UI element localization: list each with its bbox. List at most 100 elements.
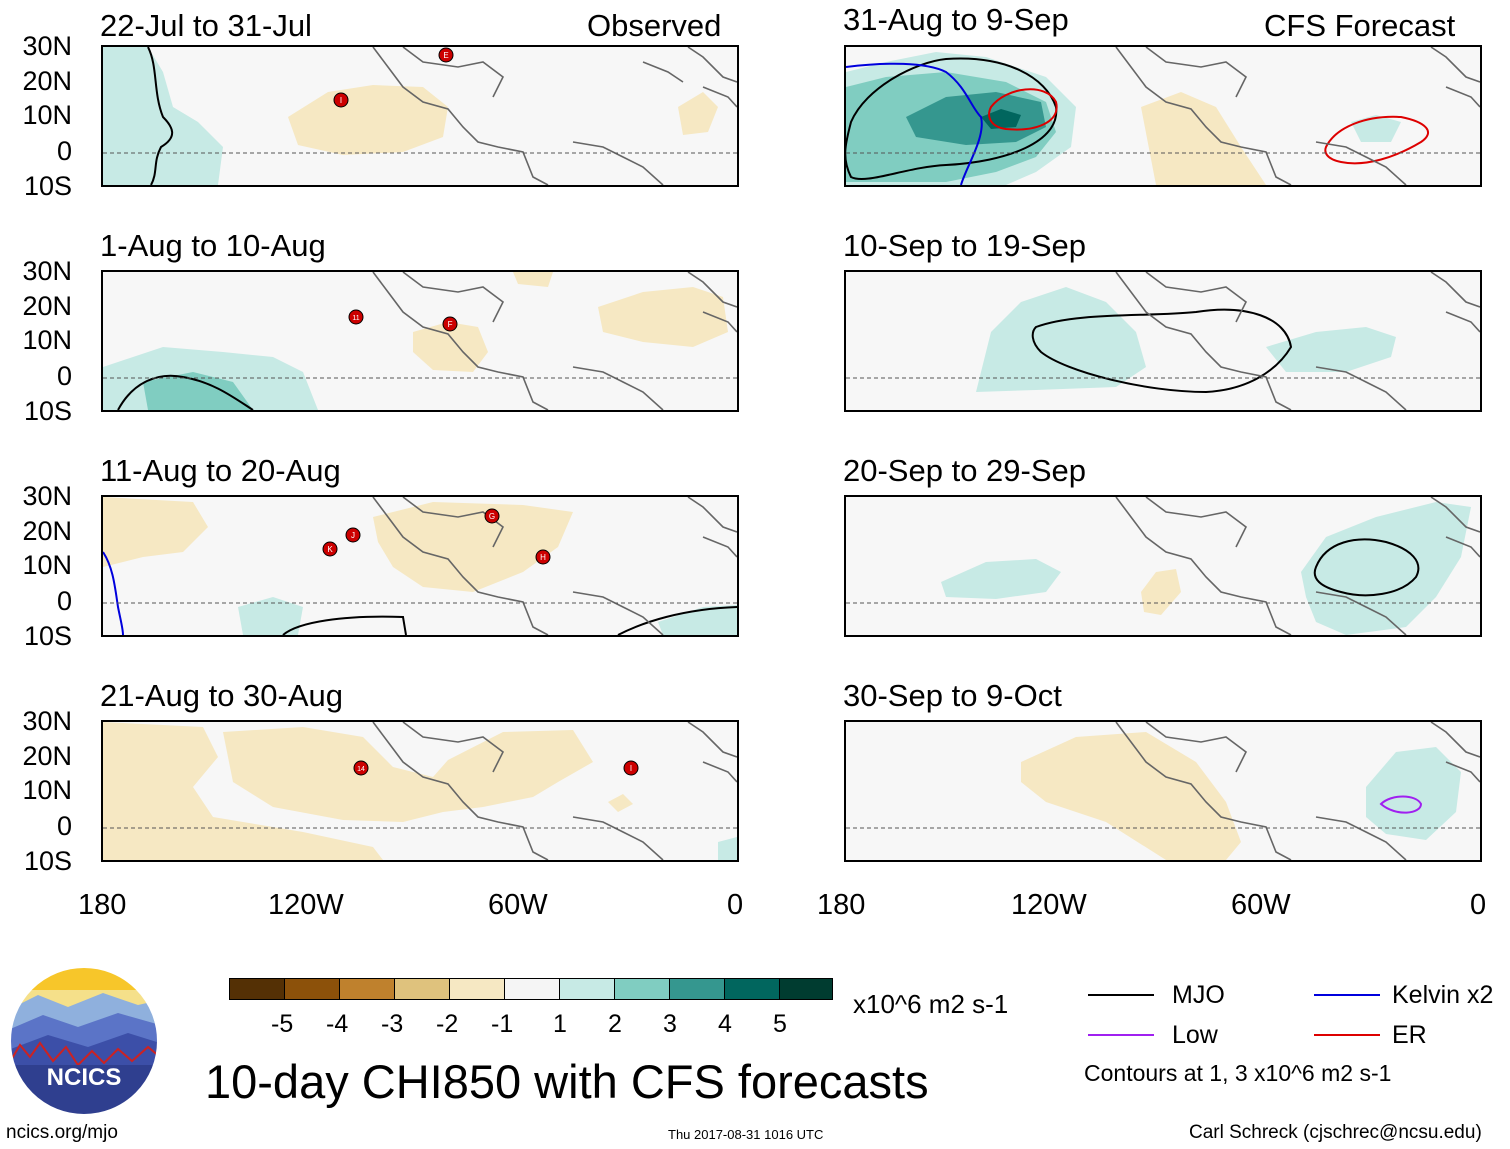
mjo-contour	[846, 57, 1058, 181]
storm-label: H	[540, 553, 546, 562]
kelvin-contour	[846, 62, 983, 185]
panel-title-4: 21-Aug to 30-Aug	[100, 678, 344, 713]
legend-swatch-er	[1314, 1034, 1380, 1036]
er-contour	[988, 88, 1058, 131]
mjo-contour	[617, 606, 737, 635]
anomaly-positive	[976, 287, 1146, 392]
coastline	[1115, 497, 1480, 635]
ncics-logo: NCICS	[8, 965, 160, 1117]
lat-tick: 20N	[22, 291, 72, 321]
logo-text: NCICS	[47, 1064, 122, 1091]
colorbar-tick: -3	[381, 1010, 404, 1038]
anomaly-positive	[941, 559, 1061, 599]
map-canvas	[846, 272, 1480, 410]
lon-tick: 120W	[1011, 889, 1087, 921]
map-canvas: G J K H	[103, 497, 737, 635]
storm-label: J	[351, 531, 355, 540]
storm-marker: G	[484, 508, 500, 524]
map-canvas	[846, 722, 1480, 860]
mjo-contour	[1313, 538, 1420, 597]
anomaly-positive	[1266, 327, 1396, 372]
lat-tick: 20N	[22, 516, 72, 546]
cfs-forecast-header: CFS Forecast	[1264, 8, 1456, 43]
colorbar-cell	[284, 978, 340, 1000]
coastline	[1115, 47, 1480, 185]
colorbar-tick: 5	[773, 1010, 787, 1038]
legend-label-low: Low	[1172, 1021, 1218, 1049]
colorbar-cell	[614, 978, 670, 1000]
footer-url[interactable]: ncics.org/mjo	[6, 1122, 118, 1143]
map-panel-forecast-2	[844, 270, 1482, 412]
low-contour	[1379, 795, 1423, 814]
lat-tick: 0	[56, 136, 72, 166]
storm-label: F	[448, 320, 453, 329]
map-panel-observed-3: G J K H	[101, 495, 739, 637]
legend-label-mjo: MJO	[1172, 981, 1225, 1009]
colorbar-tick: -4	[326, 1010, 349, 1038]
map-canvas	[846, 47, 1480, 185]
footer-credit: Carl Schreck (cjschrec@ncsu.edu)	[1189, 1122, 1482, 1143]
colorbar-tick: 1	[553, 1010, 567, 1038]
mjo-contour	[1031, 308, 1293, 394]
anomaly-positive	[1351, 115, 1401, 142]
anomaly-negative	[103, 722, 383, 860]
anomaly-negative	[373, 502, 573, 592]
storm-label: 11	[352, 315, 359, 322]
colorbar-tick: 4	[718, 1010, 732, 1038]
storm-label: K	[327, 545, 333, 554]
coastline	[1115, 272, 1480, 410]
lat-tick: 10S	[23, 171, 72, 201]
colorbar-cell	[724, 978, 780, 1000]
lat-tick: 30N	[22, 256, 72, 286]
lon-tick: 0	[1470, 889, 1487, 921]
storm-marker: 11	[348, 309, 364, 325]
anomaly-positive	[981, 109, 1021, 129]
anomaly-positive	[238, 597, 303, 635]
storm-label: I	[340, 96, 342, 105]
legend-swatch-kelvin	[1314, 994, 1380, 996]
coastline	[372, 47, 737, 185]
storm-label: 14	[357, 766, 365, 773]
storm-marker: E	[438, 47, 454, 63]
lat-tick: 30N	[22, 481, 72, 511]
storm-marker: F	[442, 316, 458, 332]
legend-label-er: ER	[1392, 1021, 1427, 1049]
anomaly-negative	[598, 287, 728, 347]
colorbar-cell	[394, 978, 450, 1000]
lat-tick: 10S	[23, 846, 72, 876]
lat-tick: 0	[56, 586, 72, 616]
lat-tick: 0	[56, 811, 72, 841]
mjo-contour	[117, 374, 254, 410]
lat-tick: 10S	[23, 621, 72, 651]
panel-title-6: 10-Sep to 19-Sep	[843, 228, 1087, 263]
colorbar-cell	[504, 978, 560, 1000]
lat-tick: 30N	[22, 31, 72, 61]
anomaly-negative	[223, 727, 593, 822]
ncics-logo-graphic: NCICS	[9, 966, 159, 1116]
map-canvas	[846, 497, 1480, 635]
anomaly-positive	[143, 372, 253, 410]
colorbar-units: x10^6 m2 s-1	[853, 989, 1009, 1019]
main-title: 10-day CHI850 with CFS forecasts	[205, 1055, 929, 1108]
lat-tick: 0	[56, 361, 72, 391]
colorbar-cell	[449, 978, 505, 1000]
anomaly-positive	[1366, 747, 1461, 840]
panel-title-2: 1-Aug to 10-Aug	[100, 228, 326, 263]
lat-tick: 20N	[22, 66, 72, 96]
map-panel-observed-1: E I	[101, 45, 739, 187]
colorbar-tick: 3	[663, 1010, 677, 1038]
legend-swatch-low	[1088, 1034, 1154, 1036]
panel-title-8: 30-Sep to 9-Oct	[843, 678, 1062, 713]
coastline	[1115, 722, 1480, 860]
lon-tick: 180	[817, 889, 866, 921]
colorbar-cell	[229, 978, 285, 1000]
storm-marker: J	[345, 527, 361, 543]
panel-title-1: 22-Jul to 31-Jul	[100, 8, 312, 43]
colorbar-cell	[779, 978, 833, 1000]
storm-marker: I	[333, 92, 349, 108]
legend-label-kelvin: Kelvin x2	[1392, 981, 1494, 1009]
map-canvas: 11 F	[103, 272, 737, 410]
colorbar-cell	[339, 978, 395, 1000]
storm-marker: K	[322, 541, 338, 557]
colorbar-tick: -1	[491, 1010, 514, 1038]
